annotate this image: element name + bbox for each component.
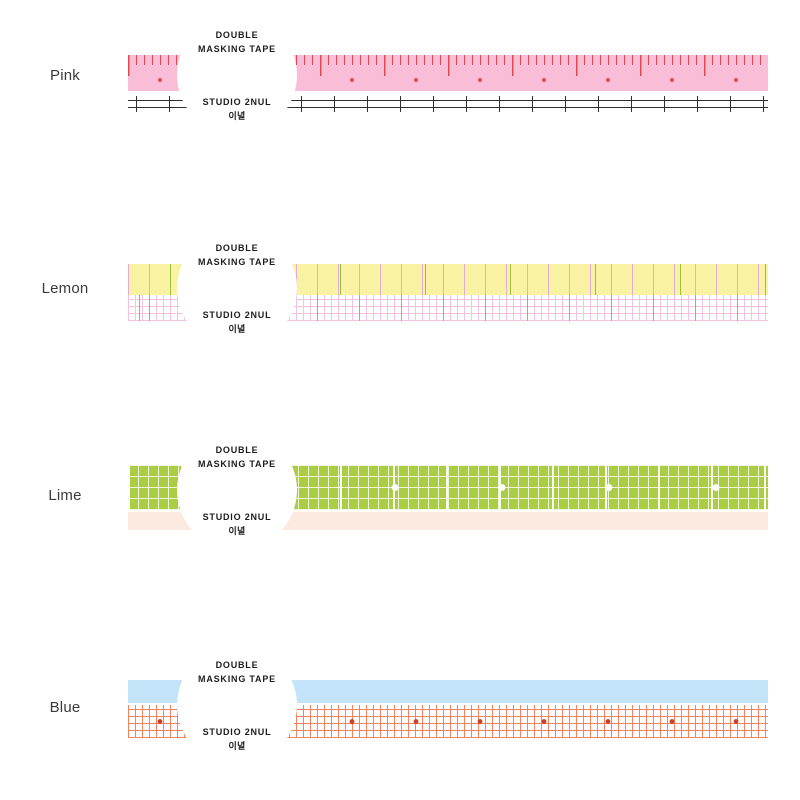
variant-label-lemon: Lemon (41, 280, 89, 297)
badge-line1: DOUBLE (215, 243, 259, 253)
brand-name-korean: 이녈 (228, 526, 246, 537)
badge-line2: MASKING TAPE (198, 43, 276, 54)
tape-badge: DOUBLE MASKING TAPE STUDIO 2NUL 이녈 (177, 430, 297, 550)
badge-line1: DOUBLE (215, 30, 259, 40)
variant-label-pink: Pink (50, 67, 80, 84)
brand-name-korean: 이녈 (228, 741, 246, 752)
tape-badge: DOUBLE MASKING TAPE STUDIO 2NUL 이녈 (177, 15, 297, 135)
badge-brand: STUDIO 2NUL 이녈 (203, 96, 272, 124)
badge-line1: DOUBLE (215, 445, 259, 455)
product-row-lemon: Lemon DOUBLE MASKING TAPE STUDIO 2NUL 이녈 (0, 228, 800, 350)
tape-badge: DOUBLE MASKING TAPE STUDIO 2NUL 이녈 (177, 645, 297, 765)
badge-title: DOUBLE MASKING TAPE (198, 659, 276, 687)
variant-label-blue: Blue (49, 699, 81, 716)
badge-brand: STUDIO 2NUL 이녈 (203, 726, 272, 754)
tape-badge: DOUBLE MASKING TAPE STUDIO 2NUL 이녈 (177, 228, 297, 348)
brand-name-korean: 이녈 (228, 324, 246, 335)
brand-name-korean: 이녈 (228, 111, 246, 122)
badge-brand: STUDIO 2NUL 이녈 (203, 309, 272, 337)
brand-name: STUDIO 2NUL (202, 512, 272, 523)
badge-line1: DOUBLE (215, 660, 259, 670)
badge-title: DOUBLE MASKING TAPE (198, 444, 276, 472)
variant-label-lime: Lime (48, 487, 82, 504)
badge-line2: MASKING TAPE (198, 673, 276, 684)
badge-title: DOUBLE MASKING TAPE (198, 242, 276, 270)
badge-line2: MASKING TAPE (198, 256, 276, 267)
badge-line2: MASKING TAPE (198, 458, 276, 469)
brand-name: STUDIO 2NUL (202, 97, 272, 108)
product-row-blue: Blue DOUBLE MASKING TAPE STUDIO 2NUL 이녈 (0, 645, 800, 767)
brand-name: STUDIO 2NUL (202, 727, 272, 738)
brand-name: STUDIO 2NUL (202, 310, 272, 321)
product-row-pink: Pink DOUBLE MASKING TAPE STUDIO 2NUL 이녈 (0, 15, 800, 137)
badge-brand: STUDIO 2NUL 이녈 (203, 511, 272, 539)
badge-title: DOUBLE MASKING TAPE (198, 29, 276, 57)
product-row-lime: Lime DOUBLE MASKING TAPE STUDIO 2NUL 이녈 (0, 430, 800, 552)
